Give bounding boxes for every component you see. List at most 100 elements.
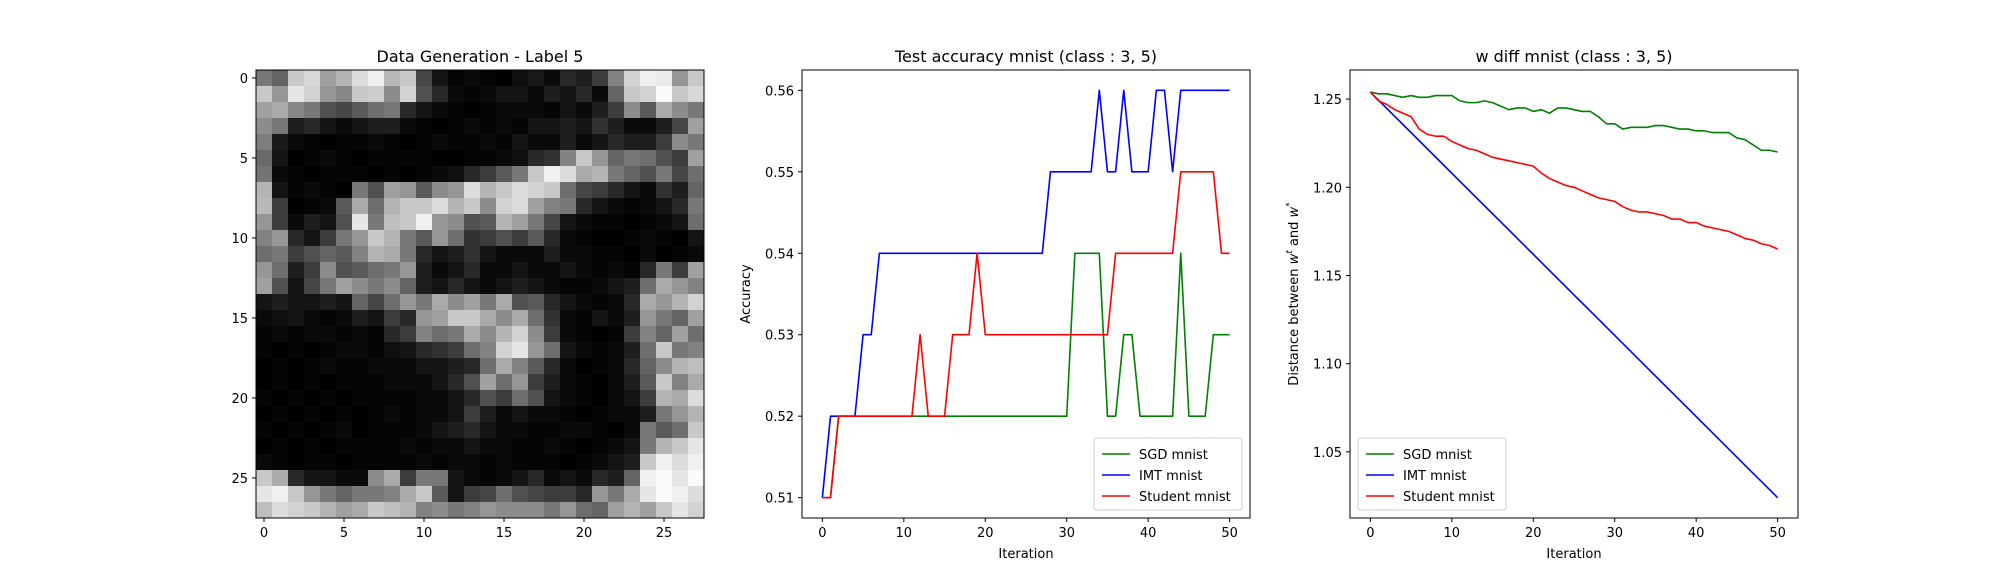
heatmap-cell: [368, 390, 385, 407]
heatmap-cell: [256, 406, 273, 423]
x-tick-label: 50: [1769, 526, 1786, 541]
heatmap-cell: [528, 118, 545, 135]
heatmap-cell: [464, 86, 481, 103]
heatmap-cell: [656, 422, 673, 439]
heatmap-cell: [288, 182, 305, 199]
heatmap-cell: [672, 70, 689, 87]
heatmap-cell: [400, 310, 417, 327]
heatmap-cell: [272, 70, 289, 87]
heatmap-cell: [544, 262, 561, 279]
heatmap-cell: [656, 118, 673, 135]
heatmap-cell: [416, 422, 433, 439]
heatmap-cell: [288, 486, 305, 503]
heatmap-cell: [384, 422, 401, 439]
heatmap-cell: [368, 422, 385, 439]
heatmap-cell: [624, 438, 641, 455]
accuracy-panel: Test accuracy mnist (class : 3, 5) 0 10 20…: [739, 47, 1251, 562]
heatmap-cell: [624, 262, 641, 279]
heatmap-cell: [656, 166, 673, 183]
heatmap-cell: [416, 326, 433, 343]
heatmap-cell: [608, 438, 625, 455]
heatmap-cell: [576, 326, 593, 343]
heatmap-cell: [528, 390, 545, 407]
heatmap-cell: [544, 406, 561, 423]
y-tick-label: 1.20: [1313, 181, 1342, 196]
heatmap-cell: [400, 134, 417, 151]
heatmap-cell: [400, 470, 417, 487]
heatmap-cell: [688, 422, 705, 439]
heatmap-cell: [512, 486, 529, 503]
heatmap-cell: [528, 342, 545, 359]
heatmap-cell: [448, 358, 465, 375]
heatmap-cell: [256, 342, 273, 359]
heatmap-cell: [352, 422, 369, 439]
heatmap-cell: [416, 230, 433, 247]
heatmap-cell: [448, 342, 465, 359]
heatmap-cell: [560, 118, 577, 135]
heatmap-cell: [528, 262, 545, 279]
heatmap-cell: [528, 214, 545, 231]
y-tick-label: 25: [231, 472, 248, 487]
heatmap-cell: [272, 166, 289, 183]
heatmap-cell: [528, 374, 545, 391]
wdiff-xlabel: Iteration: [1546, 547, 1601, 562]
heatmap-cell: [624, 326, 641, 343]
heatmap-cell: [432, 486, 449, 503]
heatmap-cell: [480, 486, 497, 503]
accuracy-ylabel: Accuracy: [739, 264, 754, 324]
heatmap-cell: [592, 86, 609, 103]
heatmap-cell: [672, 310, 689, 327]
heatmap-cell: [480, 342, 497, 359]
heatmap-cell: [576, 214, 593, 231]
heatmap-cell: [512, 502, 529, 519]
heatmap-cell: [400, 454, 417, 471]
heatmap-cell: [288, 70, 305, 87]
heatmap-cell: [656, 246, 673, 263]
heatmap-cell: [608, 406, 625, 423]
heatmap-cell: [336, 502, 353, 519]
heatmap-cell: [480, 102, 497, 119]
heatmap-cell: [464, 502, 481, 519]
heatmap-cell: [272, 470, 289, 487]
heatmap-cell: [560, 326, 577, 343]
heatmap-cell: [416, 502, 433, 519]
accuracy-axes: 0 10 20 30 40 50 0.51 0.52 0.53 0.54 0.55 0.56: [765, 84, 1238, 541]
x-tick-label: 20: [1525, 526, 1542, 541]
heatmap-cell: [416, 262, 433, 279]
heatmap-cell: [624, 278, 641, 295]
heatmap-cell: [400, 118, 417, 135]
heatmap-cell: [448, 198, 465, 215]
heatmap-cell: [448, 86, 465, 103]
heatmap-cell: [384, 358, 401, 375]
heatmap-cell: [448, 486, 465, 503]
heatmap-cell: [336, 342, 353, 359]
heatmap-cell: [304, 198, 321, 215]
heatmap-cell: [384, 342, 401, 359]
heatmap-cell: [512, 438, 529, 455]
heatmap-cell: [624, 390, 641, 407]
heatmap-cell: [432, 182, 449, 199]
series-line-student: [1369, 91, 1778, 250]
heatmap-cell: [336, 150, 353, 167]
heatmap-cell: [448, 230, 465, 247]
heatmap-cell: [560, 502, 577, 519]
heatmap-cell: [496, 262, 513, 279]
y-tick-label: 0.55: [765, 166, 794, 181]
wdiff-panel: w diff mnist (class : 3, 5) 0 10 20 30 40 50 1…: [1285, 47, 1799, 562]
heatmap-cell: [336, 294, 353, 311]
heatmap-cell: [672, 454, 689, 471]
accuracy-title: Test accuracy mnist (class : 3, 5): [894, 47, 1157, 66]
heatmap-cell: [496, 294, 513, 311]
heatmap-cell: [448, 150, 465, 167]
heatmap-cell: [352, 326, 369, 343]
heatmap-cell: [672, 278, 689, 295]
heatmap-cell: [256, 102, 273, 119]
heatmap-cell: [688, 70, 705, 87]
heatmap-cell: [512, 390, 529, 407]
heatmap-cell: [480, 406, 497, 423]
heatmap-cell: [560, 214, 577, 231]
heatmap-cell: [464, 182, 481, 199]
heatmap-cell: [512, 422, 529, 439]
heatmap-cell: [528, 246, 545, 263]
heatmap-cell: [512, 86, 529, 103]
